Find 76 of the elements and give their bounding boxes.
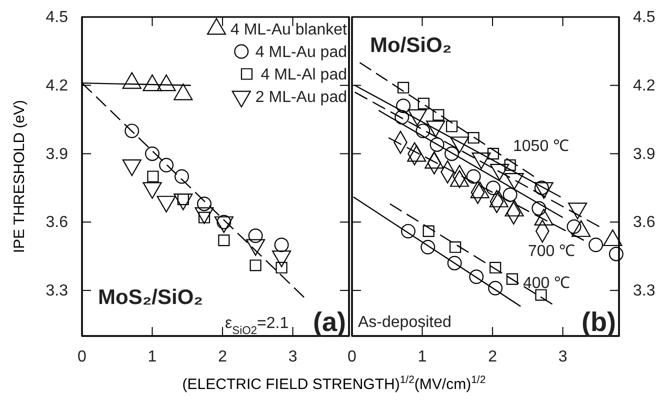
point bbox=[398, 82, 410, 94]
point bbox=[466, 169, 481, 184]
annotation: MoS₂/SiO₂ bbox=[98, 286, 203, 309]
y-axis-title: IPE THRESHOLD (eV) bbox=[11, 100, 28, 254]
point bbox=[504, 159, 516, 171]
point bbox=[174, 169, 189, 184]
point bbox=[197, 196, 212, 212]
point bbox=[430, 137, 444, 152]
point bbox=[486, 180, 500, 196]
point bbox=[394, 110, 410, 124]
point bbox=[506, 273, 518, 285]
point bbox=[218, 234, 230, 246]
annotation: Mo/SiO₂ bbox=[370, 34, 452, 57]
legend-label: 2 ML-Au pad bbox=[255, 89, 347, 106]
x-tick-label: 0 bbox=[348, 348, 357, 366]
point bbox=[444, 146, 459, 161]
legend-label: 4 ML-Au blanket bbox=[230, 22, 348, 39]
point bbox=[469, 270, 484, 284]
point bbox=[502, 188, 518, 202]
point bbox=[145, 146, 160, 161]
point bbox=[156, 74, 176, 92]
y-tick-label: 3.6 bbox=[46, 214, 68, 232]
point bbox=[416, 124, 430, 138]
y-tick-label: 4.5 bbox=[633, 9, 656, 26]
y-tick-label: 3.3 bbox=[46, 282, 68, 300]
annotation: (b) bbox=[582, 307, 616, 337]
point bbox=[420, 240, 436, 254]
annotation: 1050 ℃ bbox=[513, 138, 570, 155]
y-tick-label: 4.2 bbox=[46, 77, 68, 94]
point bbox=[124, 124, 140, 138]
point bbox=[449, 241, 462, 253]
y-tick-label: 3.3 bbox=[633, 282, 656, 300]
point bbox=[396, 98, 411, 114]
legend-label: 4 ML-Au pad bbox=[255, 44, 347, 62]
point bbox=[248, 228, 263, 243]
annotation: 400 ℃ bbox=[523, 275, 570, 292]
point bbox=[532, 201, 546, 216]
x-tick-label: 1 bbox=[148, 348, 157, 366]
annotation: ε$_{SiO2}$=2.1 bbox=[225, 315, 289, 337]
y-tick-label: 3.6 bbox=[633, 214, 656, 232]
x-tick-label: 2 bbox=[488, 348, 498, 366]
point bbox=[250, 260, 262, 272]
y-tick-label: 4.2 bbox=[633, 77, 656, 94]
point bbox=[276, 262, 288, 274]
point bbox=[274, 238, 289, 252]
point bbox=[588, 238, 604, 252]
annotation: As-deposited bbox=[358, 314, 452, 331]
point bbox=[446, 120, 458, 132]
annotation: 700 ℃ bbox=[528, 243, 576, 260]
x-axis-title: (ELECTRIC FIELD STRENGTH)$^{1/2}$(MV/cm)$^{1/2}$ bbox=[182, 374, 486, 393]
point bbox=[487, 148, 500, 160]
point bbox=[468, 132, 480, 144]
point bbox=[174, 84, 193, 100]
x-tick-label: 3 bbox=[558, 348, 568, 366]
x-tick-label: 0 bbox=[78, 348, 87, 366]
point bbox=[122, 72, 142, 89]
point bbox=[447, 256, 462, 270]
point bbox=[608, 246, 624, 262]
y-tick-label: 3.9 bbox=[633, 146, 656, 163]
point bbox=[418, 98, 430, 110]
y-tick-label: 4.5 bbox=[46, 9, 68, 26]
point bbox=[400, 224, 416, 238]
point bbox=[422, 225, 434, 237]
point bbox=[490, 262, 502, 274]
point bbox=[142, 74, 162, 92]
y-tick-label: 3.9 bbox=[46, 146, 68, 163]
x-tick-label: 1 bbox=[418, 348, 427, 366]
x-tick-label: 2 bbox=[218, 348, 228, 366]
point bbox=[147, 170, 159, 182]
annotation: (a) bbox=[313, 307, 346, 337]
point bbox=[432, 109, 444, 121]
point bbox=[488, 280, 503, 296]
x-tick-label: 3 bbox=[288, 348, 298, 366]
legend-label: 4 ML-Al pad bbox=[260, 66, 347, 84]
point bbox=[159, 158, 174, 172]
point bbox=[535, 289, 547, 301]
